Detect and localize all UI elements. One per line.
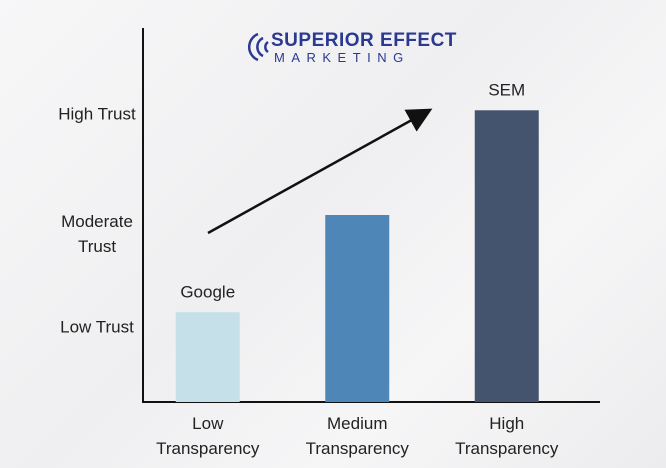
y-tick-label: High Trust [58,104,136,124]
trend-arrow [207,108,433,235]
y-tick-label: Moderate Trust [61,211,133,256]
x-tick-label: Medium Transparency [305,414,409,458]
bar-label: Google [180,282,236,302]
y-tick-label: Low Trust [60,317,134,337]
bar [474,110,539,402]
x-tick-label: Low Transparency [156,414,260,458]
bar [175,312,240,402]
logo-icon [248,32,269,62]
x-tick-label: High Transparency [455,414,559,458]
logo-title: SUPERIOR EFFECT [271,30,457,51]
bar-label: SEM [488,80,526,100]
bar [325,215,390,402]
logo-subtitle: MARKETING [274,50,410,65]
